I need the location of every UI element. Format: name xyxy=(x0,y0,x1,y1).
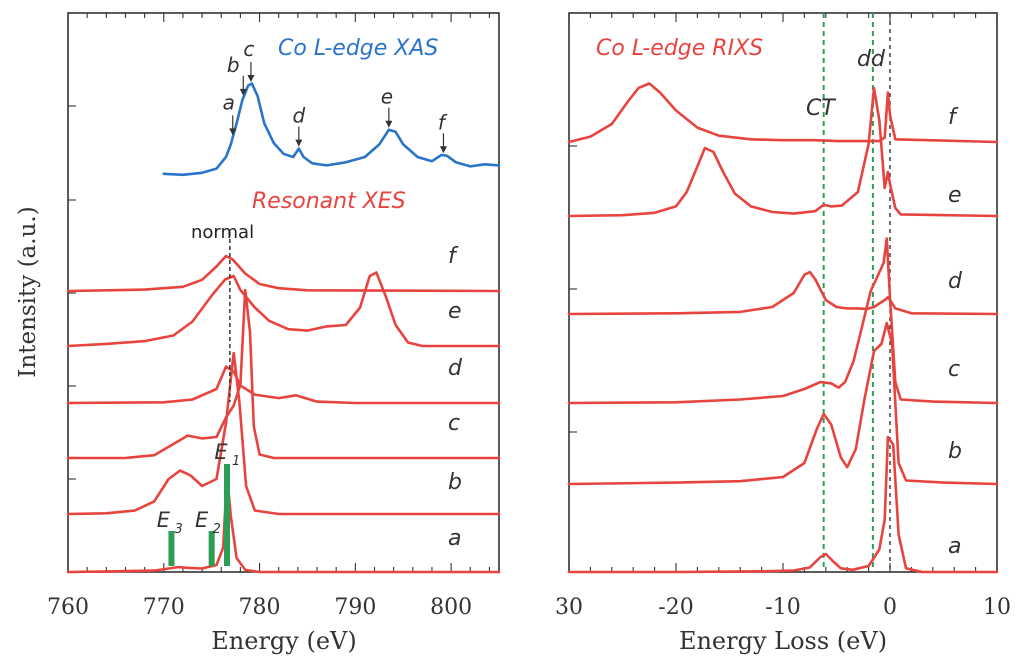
e1-marker xyxy=(223,464,230,566)
rixs-series-label-a: a xyxy=(948,534,961,559)
xas-peak-label-e: e xyxy=(381,85,393,109)
normal-label: normal xyxy=(191,222,254,243)
xas-peak-label-d: d xyxy=(292,104,305,128)
rixs-series-e xyxy=(567,86,999,218)
xes-series-b xyxy=(66,351,501,516)
right-xlabel: Energy Loss (eV) xyxy=(679,627,887,655)
left-x-tick-label: 800 xyxy=(430,595,472,620)
left-xlabel: Energy (eV) xyxy=(211,627,356,655)
ct-label: CT xyxy=(806,96,836,121)
rixs-series-label-f: f xyxy=(948,105,959,130)
left-plot-frame xyxy=(67,12,500,573)
xas-peak-label-c: c xyxy=(243,37,254,61)
left-x-tick-label: 790 xyxy=(334,595,376,620)
xes-series-label-f: f xyxy=(448,244,459,269)
e1-subscript: 1 xyxy=(232,454,240,469)
dd-label: dd xyxy=(857,47,886,72)
xes-series-label-b: b xyxy=(448,470,462,495)
e2-marker xyxy=(208,531,215,566)
xes-series-e xyxy=(66,271,501,348)
xas-title: Co L-edge XAS xyxy=(278,36,438,61)
left-axis-ticks: 760 770 780 790 800 xyxy=(47,13,490,620)
right-x-tick-label: -10 xyxy=(765,595,800,620)
left-ylabel: Intensity (a.u.) xyxy=(15,206,41,377)
right-x-tick-label: -20 xyxy=(658,595,693,620)
right-x-tick-label: 30 xyxy=(555,595,583,620)
rixs-series-label-c: c xyxy=(948,357,960,382)
rixs-series-b xyxy=(567,321,999,486)
rixs-series-label-d: d xyxy=(948,269,963,294)
right-labels: a b c d e f xyxy=(948,105,963,559)
xas-peak-label-a: a xyxy=(223,90,235,114)
e3-label: E xyxy=(157,508,171,532)
rixs-series-label-b: b xyxy=(948,439,962,464)
right-x-tick-label: 0 xyxy=(883,595,897,620)
e2-label: E xyxy=(195,508,209,532)
rixs-series-a xyxy=(567,435,999,574)
xas-peak-label-b: b xyxy=(227,53,240,77)
xes-series-c xyxy=(66,288,501,460)
right-x-tick-label: 10 xyxy=(983,595,1011,620)
xas-arrow-head xyxy=(247,75,255,83)
rixs-series-d xyxy=(567,270,999,316)
xas-arrow-head xyxy=(439,146,447,154)
xas-arrow-head xyxy=(229,128,237,136)
right-axis-ticks: 30 -20 -10 0 10 xyxy=(555,13,1011,620)
xes-title: Resonant XES xyxy=(252,189,406,214)
xas-peak-label-f: f xyxy=(438,110,448,134)
xes-series-label-a: a xyxy=(448,526,461,551)
left-curves xyxy=(66,82,501,574)
right-curves xyxy=(567,82,999,574)
xes-series-label-c: c xyxy=(448,411,460,436)
e3-subscript: 3 xyxy=(174,522,182,537)
e3-marker xyxy=(168,531,175,566)
xes-series-a xyxy=(66,472,501,574)
e2-subscript: 2 xyxy=(213,522,221,537)
rixs-title: Co L-edge RIXS xyxy=(596,36,763,61)
rixs-series-label-e: e xyxy=(948,183,962,208)
rixs-series-c xyxy=(567,237,999,405)
xes-series-d xyxy=(66,365,501,405)
xas-arrow-head xyxy=(385,120,393,128)
right-panel: 30 -20 -10 0 10 a b c d e f Energy Loss (eV) Co L… xyxy=(555,12,1011,655)
e1-label: E xyxy=(214,440,228,464)
left-x-tick-label: 770 xyxy=(143,595,185,620)
xes-series-label-d: d xyxy=(448,356,463,381)
xes-series-f xyxy=(66,254,501,293)
xes-series-label-e: e xyxy=(448,299,462,324)
xas-arrow-head xyxy=(239,88,247,96)
xas-arrow-head xyxy=(295,139,303,147)
rixs-series-f xyxy=(567,82,999,144)
xas-curve xyxy=(162,82,501,177)
left-x-tick-label: 780 xyxy=(239,595,281,620)
left-x-tick-label: 760 xyxy=(47,595,89,620)
